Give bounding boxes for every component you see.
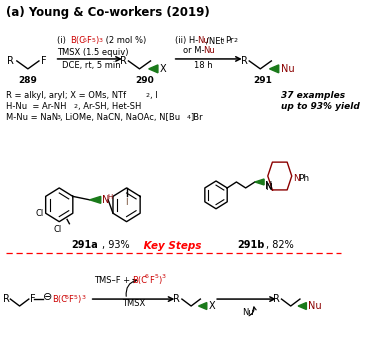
Text: TMSX (1.5 equiv): TMSX (1.5 equiv) bbox=[58, 48, 129, 57]
Text: ): ) bbox=[78, 295, 81, 304]
Text: or M-: or M- bbox=[183, 46, 204, 55]
Polygon shape bbox=[90, 196, 101, 203]
Text: R: R bbox=[240, 56, 247, 66]
Text: 6: 6 bbox=[145, 274, 149, 279]
Text: , Ar-SH, Het-SH: , Ar-SH, Het-SH bbox=[78, 102, 141, 111]
Text: R: R bbox=[120, 56, 127, 66]
Text: 4: 4 bbox=[187, 115, 191, 120]
Text: R: R bbox=[273, 294, 280, 304]
Text: ): ) bbox=[95, 36, 98, 45]
Text: 37 examples: 37 examples bbox=[280, 91, 345, 100]
Text: B(C: B(C bbox=[70, 36, 85, 45]
Text: Nu: Nu bbox=[198, 36, 209, 45]
Text: R: R bbox=[3, 294, 9, 304]
Text: 3: 3 bbox=[81, 295, 85, 299]
Text: up to 93% yield: up to 93% yield bbox=[280, 102, 359, 111]
Polygon shape bbox=[269, 65, 279, 73]
Text: DCE, rt, 5 min: DCE, rt, 5 min bbox=[62, 61, 121, 70]
Text: R: R bbox=[7, 56, 14, 66]
Text: H-Nu  = Ar-NH: H-Nu = Ar-NH bbox=[6, 102, 66, 111]
Text: 5: 5 bbox=[92, 38, 95, 43]
Text: M-Nu = NaN: M-Nu = NaN bbox=[6, 112, 58, 122]
Text: Ph: Ph bbox=[298, 173, 309, 182]
Text: F: F bbox=[41, 56, 46, 66]
Text: 18 h: 18 h bbox=[194, 61, 213, 70]
Text: B(C: B(C bbox=[132, 276, 147, 285]
Text: 2: 2 bbox=[74, 104, 78, 108]
Text: Nu: Nu bbox=[308, 301, 322, 311]
Polygon shape bbox=[149, 65, 158, 73]
Text: , 93%: , 93% bbox=[102, 239, 129, 250]
Text: 5: 5 bbox=[74, 295, 78, 299]
Text: N: N bbox=[265, 181, 272, 191]
Polygon shape bbox=[298, 303, 306, 309]
Text: N: N bbox=[293, 173, 299, 182]
Text: X: X bbox=[160, 64, 166, 74]
Text: ⊖: ⊖ bbox=[43, 292, 52, 302]
Text: 290: 290 bbox=[136, 76, 154, 85]
Text: Pr: Pr bbox=[225, 36, 234, 45]
Text: ]Br: ]Br bbox=[190, 112, 203, 122]
Text: N: N bbox=[265, 183, 272, 192]
Text: /NEt: /NEt bbox=[206, 36, 224, 45]
Text: 3: 3 bbox=[162, 274, 165, 279]
Text: 289: 289 bbox=[19, 76, 37, 85]
Text: B(C: B(C bbox=[52, 295, 67, 304]
Text: , I: , I bbox=[150, 91, 157, 100]
Text: 291b: 291b bbox=[237, 239, 265, 250]
Text: Nu: Nu bbox=[242, 308, 254, 317]
Text: F: F bbox=[86, 36, 91, 45]
Text: , LiOMe, NaCN, NaOAc, N[Bu: , LiOMe, NaCN, NaOAc, N[Bu bbox=[60, 112, 180, 122]
Text: (2 mol %): (2 mol %) bbox=[103, 36, 146, 45]
Text: 3: 3 bbox=[56, 115, 60, 120]
Text: H: H bbox=[107, 194, 112, 200]
Text: R: R bbox=[173, 294, 180, 304]
Text: i: i bbox=[223, 38, 224, 43]
Text: TMS–F +: TMS–F + bbox=[94, 276, 133, 285]
Text: Cl: Cl bbox=[53, 225, 62, 234]
Polygon shape bbox=[255, 179, 264, 185]
Text: , 82%: , 82% bbox=[266, 239, 293, 250]
Text: Key Steps: Key Steps bbox=[140, 242, 205, 251]
Text: 3: 3 bbox=[99, 38, 103, 43]
Text: Cl: Cl bbox=[36, 209, 44, 218]
FancyArrowPatch shape bbox=[126, 279, 137, 296]
Text: F: F bbox=[30, 294, 35, 304]
Text: Nu: Nu bbox=[280, 64, 294, 74]
Text: 6: 6 bbox=[65, 295, 69, 299]
Text: F: F bbox=[149, 276, 154, 285]
Text: F: F bbox=[69, 295, 73, 304]
Text: 5: 5 bbox=[154, 274, 158, 279]
Text: 2: 2 bbox=[233, 38, 237, 43]
Polygon shape bbox=[198, 303, 207, 309]
Text: 291a: 291a bbox=[72, 239, 98, 250]
Text: (i): (i) bbox=[58, 36, 69, 45]
Text: (ii) H-: (ii) H- bbox=[175, 36, 199, 45]
Text: 2: 2 bbox=[146, 93, 150, 98]
Text: N: N bbox=[102, 195, 109, 205]
Text: ): ) bbox=[158, 276, 161, 285]
Text: (a) Young & Co-workers (2019): (a) Young & Co-workers (2019) bbox=[6, 6, 210, 19]
Text: 6: 6 bbox=[82, 38, 86, 43]
Text: I: I bbox=[125, 198, 128, 207]
Text: X: X bbox=[209, 301, 215, 311]
Text: TMSX: TMSX bbox=[122, 299, 145, 308]
Text: Nu: Nu bbox=[203, 46, 215, 55]
Text: 291: 291 bbox=[254, 76, 272, 85]
FancyArrowPatch shape bbox=[249, 307, 256, 316]
Text: R = alkyl, aryl; X = OMs, NTf: R = alkyl, aryl; X = OMs, NTf bbox=[6, 91, 126, 100]
